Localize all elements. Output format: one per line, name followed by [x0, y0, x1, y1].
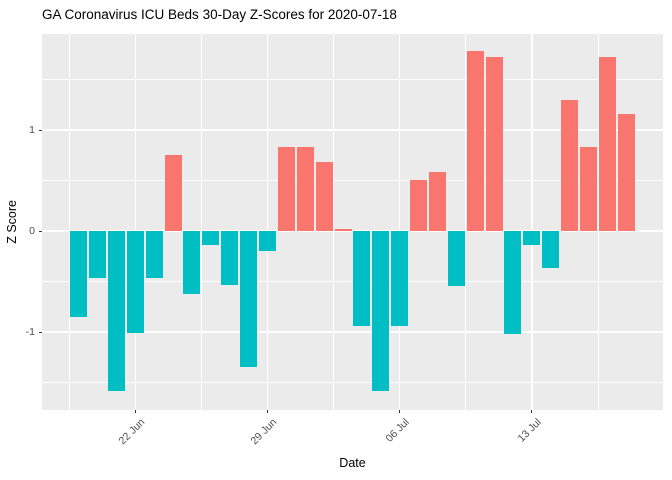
x-tick-label: 22 Jun [116, 416, 148, 448]
y-tick-mark [39, 129, 42, 131]
zscore-bar [221, 231, 239, 285]
zscore-bar [183, 231, 201, 294]
zscore-bar [259, 231, 276, 252]
zscore-bar [315, 162, 333, 232]
zscore-bar [70, 231, 88, 317]
y-minor-gridline [42, 382, 663, 384]
zscore-bar [296, 147, 314, 232]
y-tick-label: 1 [29, 124, 35, 137]
y-minor-gridline [42, 79, 663, 80]
y-tick-mark [39, 331, 42, 333]
plot-panel [42, 34, 663, 410]
zscore-bar [334, 229, 352, 232]
x-tick-mark [531, 410, 533, 413]
zscore-bar [107, 231, 125, 391]
x-tick-label: 29 Jun [248, 416, 280, 448]
x-minor-gridline [465, 34, 467, 410]
y-major-gridline [42, 230, 663, 232]
zscore-bar [202, 231, 220, 246]
zscore-bar [504, 231, 522, 335]
y-axis-title: Z Score [5, 200, 19, 244]
zscore-bar [523, 231, 541, 246]
zscore-bar [145, 231, 163, 278]
chart-title: GA Coronavirus ICU Beds 30-Day Z-Scores … [42, 7, 397, 22]
zscore-bar [126, 231, 144, 334]
x-tick-label: 13 Jul [515, 416, 544, 445]
zscore-bar [466, 51, 484, 232]
zscore-bar [277, 147, 295, 232]
zscore-bar [598, 57, 616, 232]
y-tick-mark [39, 230, 42, 232]
y-minor-gridline [42, 180, 663, 181]
zscore-bar [485, 57, 503, 232]
x-minor-gridline [201, 34, 202, 410]
x-minor-gridline [597, 34, 599, 410]
zscore-bar [89, 231, 107, 278]
x-major-gridline [134, 34, 137, 410]
y-axis-title-wrap: Z Score [4, 34, 20, 410]
y-tick-label: -1 [25, 326, 35, 339]
zscore-bar [579, 147, 597, 232]
zscore-bar [617, 113, 635, 232]
x-tick-mark [134, 410, 136, 413]
zscore-bar [164, 155, 182, 232]
x-major-gridline [266, 34, 269, 410]
zscore-bar [410, 179, 428, 232]
x-minor-gridline [68, 34, 70, 410]
zscore-bar [391, 231, 409, 327]
zscore-bar [372, 231, 390, 391]
zscore-bar [353, 231, 371, 327]
x-axis-title: Date [339, 456, 366, 470]
y-major-gridline [42, 331, 663, 333]
zscore-bar [428, 172, 446, 232]
x-major-gridline [531, 34, 533, 410]
zscore-bar [240, 231, 258, 367]
x-tick-label: 06 Jul [383, 416, 412, 445]
x-major-gridline [398, 34, 401, 410]
y-minor-gridline [42, 281, 663, 283]
x-minor-gridline [333, 34, 334, 410]
zscore-bar [561, 99, 579, 232]
zscore-bar [447, 231, 465, 286]
y-major-gridline [42, 129, 663, 131]
x-tick-mark [399, 410, 401, 413]
y-tick-label: 0 [29, 225, 35, 238]
x-tick-mark [267, 410, 268, 413]
zscore-bar [542, 231, 560, 269]
